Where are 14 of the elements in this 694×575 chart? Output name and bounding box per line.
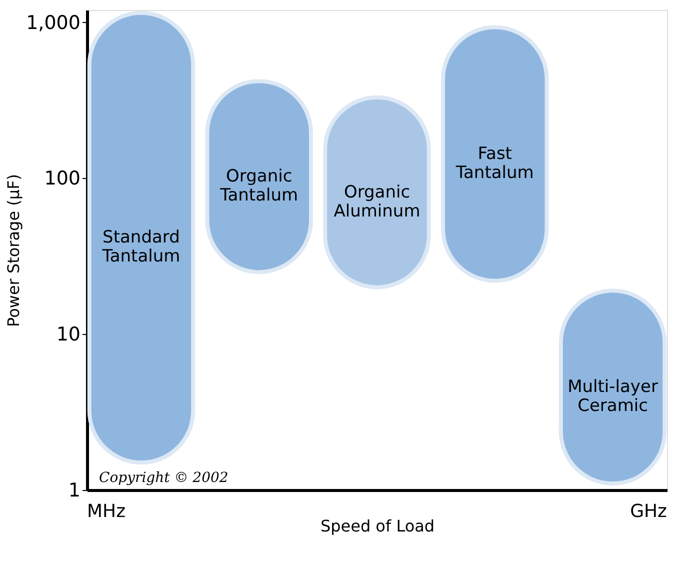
text: MHz — [87, 501, 126, 522]
text: GHz — [630, 501, 667, 522]
y-tick-label: 10 — [56, 324, 80, 346]
x-axis-title: Speed of Load — [320, 516, 435, 536]
y-tick-label: 1 — [68, 480, 80, 502]
x-tick-label: Multi-layer Ceramic — [568, 377, 658, 416]
x-tick-label: Fast Tantalum — [454, 144, 534, 183]
y-tick-label: 100 — [44, 168, 80, 190]
annotation: Copyright © 2002 — [99, 470, 228, 486]
x-tick-label: Standard Tantalum — [101, 228, 180, 267]
y-tick-label: 1,000 — [26, 12, 80, 34]
x-tick-label: Organic Aluminum — [334, 182, 420, 222]
x-tick-label: Organic Tantalum — [219, 166, 298, 206]
y-axis-title: Power Storage (µF) — [4, 174, 24, 328]
